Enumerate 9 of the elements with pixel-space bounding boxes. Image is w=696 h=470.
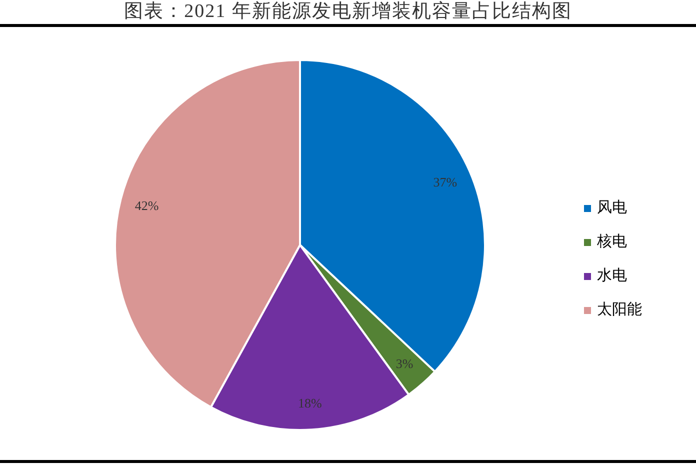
data-label: 42%	[134, 198, 159, 214]
legend-label: 水电	[597, 268, 627, 284]
legend-label: 太阳能	[597, 302, 642, 318]
data-label: 3%	[396, 356, 414, 372]
data-label: 18%	[298, 395, 322, 410]
legend-label: 风电	[597, 200, 627, 216]
chart-title: 图表：2021 年新能源发电新增装机容量占比结构图	[123, 0, 573, 24]
legend-label: 核电	[597, 234, 627, 250]
data-label: 37%	[433, 174, 458, 190]
